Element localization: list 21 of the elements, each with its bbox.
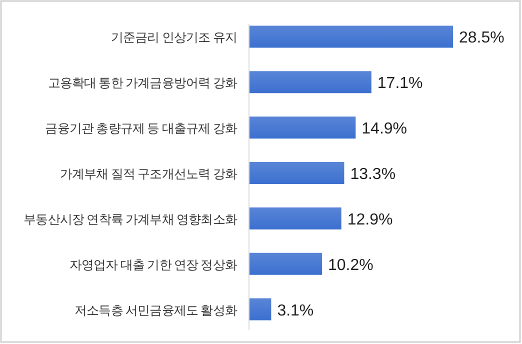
- bar: [249, 298, 272, 320]
- data-label: 17.1%: [377, 75, 423, 92]
- bar: [249, 162, 344, 184]
- data-label: 10.2%: [328, 256, 374, 274]
- y-tick-label: 금융기관 총량규제 등 대출규제 강화: [45, 122, 238, 136]
- bar: [249, 71, 372, 94]
- data-label: 28.5%: [459, 30, 504, 47]
- y-tick-label: 저소득층 서민금융제도 활성화: [74, 303, 238, 318]
- data-label: 14.9%: [362, 120, 408, 138]
- bar: [249, 207, 342, 230]
- data-label: 3.1%: [277, 302, 314, 320]
- y-tick-label: 고용확대 통한 가계금융방어력 강화: [48, 76, 238, 90]
- y-tick-label: 가계부채 질적 구조개선노력 강화: [60, 167, 238, 181]
- data-label: 12.9%: [347, 211, 393, 228]
- data-label: 13.3%: [350, 166, 396, 183]
- bar: [249, 252, 322, 275]
- y-tick-label: 부동산시장 연착륙 가계부채 영향최소화: [24, 212, 238, 226]
- y-tick-label: 기준금리 인상기조 유지: [110, 30, 237, 45]
- bar: [249, 26, 453, 48]
- bar: [249, 116, 356, 139]
- y-tick-label: 자영업자 대출 기한 연장 정상화: [69, 258, 238, 272]
